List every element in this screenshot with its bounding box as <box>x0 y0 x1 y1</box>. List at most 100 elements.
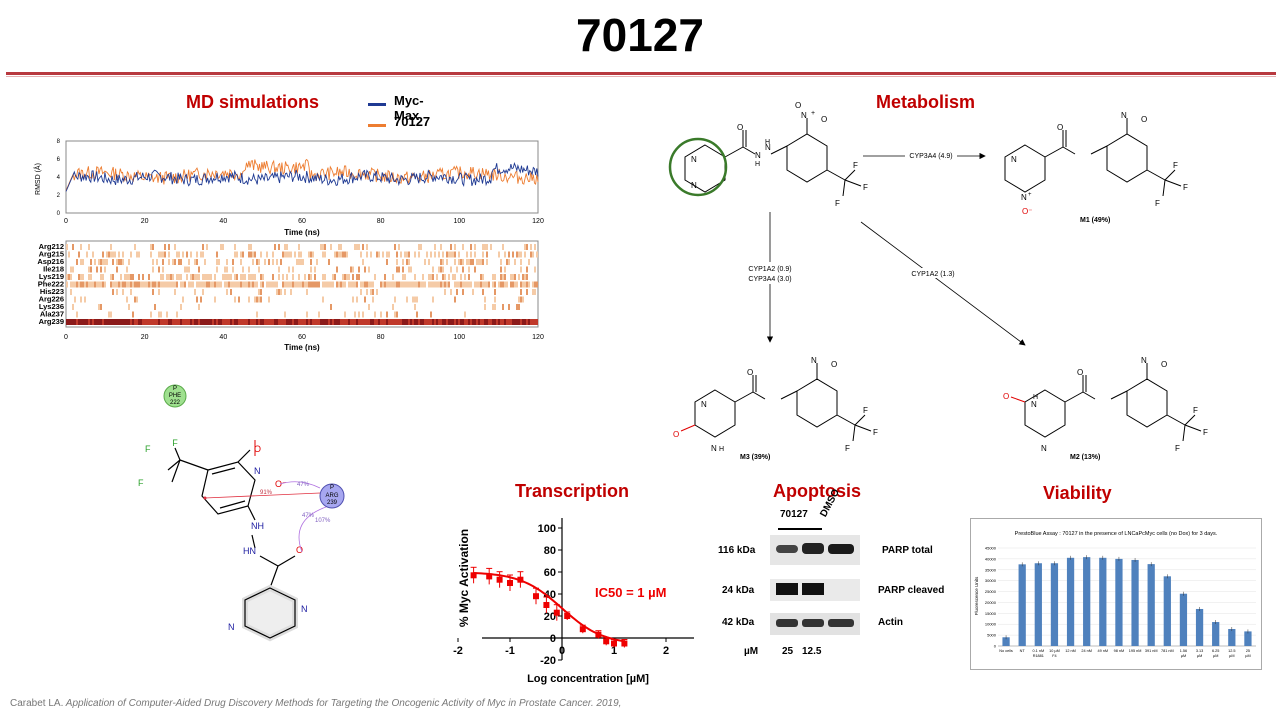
parent-molecule: N N O N N H H N + O O F F F <box>684 101 868 208</box>
contact-cell <box>220 244 222 250</box>
transcription-x-ticks: -2 -1 0 1 2 <box>453 638 669 657</box>
contact-cell <box>254 281 256 288</box>
contact-cell <box>294 281 296 288</box>
contact-cell <box>268 281 270 288</box>
contact-cell <box>226 319 228 325</box>
rmsd-ytick: 2 <box>57 193 61 199</box>
contact-cell <box>536 319 538 325</box>
contact-cell <box>474 266 476 273</box>
contact-cell <box>336 281 338 288</box>
contact-cell <box>122 251 124 258</box>
contact-cell <box>184 266 186 273</box>
contact-cell <box>100 274 102 280</box>
contact-cell <box>526 319 528 325</box>
contact-cell <box>402 266 404 273</box>
contact-cell <box>298 244 300 250</box>
contact-cell <box>352 274 354 280</box>
contact-cell <box>366 319 368 325</box>
contact-cell <box>360 319 362 325</box>
contact-cell <box>208 319 210 325</box>
contact-cell <box>226 259 228 265</box>
contact-cell <box>96 266 98 273</box>
contact-cell <box>104 281 106 288</box>
contact-cell <box>428 274 430 280</box>
contact-cell <box>238 319 240 325</box>
contact-cell <box>398 266 400 273</box>
contact-cell <box>196 274 198 280</box>
contact-cell <box>356 244 358 250</box>
contact-cell <box>118 319 120 325</box>
contact-cell <box>366 244 368 250</box>
contact-cell <box>82 274 84 280</box>
contact-cell <box>260 251 262 258</box>
contact-cell <box>292 266 294 273</box>
contact-cell <box>462 259 464 265</box>
contact-cell <box>382 319 384 325</box>
dose-unit: µM <box>744 646 759 657</box>
rmsd-xtick: 120 <box>532 218 544 225</box>
contact-cell <box>252 259 254 265</box>
svg-text:NH: NH <box>251 521 264 531</box>
contact-cell <box>508 304 510 310</box>
contact-cell <box>520 289 522 295</box>
contact-cell <box>198 266 200 273</box>
protein-actin: Actin <box>878 617 903 628</box>
contact-cell <box>402 274 404 280</box>
contact-xlabel: Time (ns) <box>284 343 320 352</box>
contact-cell <box>214 319 216 325</box>
contact-cell <box>468 281 470 288</box>
contact-cell <box>132 311 134 318</box>
contact-cell <box>338 281 340 288</box>
contact-cell <box>464 311 466 318</box>
contact-cell <box>314 319 316 325</box>
contact-cell <box>68 319 70 325</box>
contact-cell <box>258 289 260 295</box>
contact-cell <box>338 244 340 250</box>
contact-cell <box>96 281 98 288</box>
contact-cell <box>154 304 156 310</box>
contact-cell <box>202 281 204 288</box>
contact-cell <box>276 281 278 288</box>
contact-cell <box>324 251 326 258</box>
contact-cell <box>534 266 536 273</box>
contact-cell <box>202 244 204 250</box>
viability-xlabel: µM <box>1229 654 1234 658</box>
contact-cell <box>78 274 80 280</box>
contact-cell <box>350 281 352 288</box>
contact-cell <box>116 281 118 288</box>
contact-cell <box>288 266 290 273</box>
contact-cell <box>74 281 76 288</box>
metabolism-heading: Metabolism <box>876 92 976 112</box>
contact-cell <box>304 281 306 288</box>
contact-cell <box>452 251 454 258</box>
contact-cell <box>368 281 370 288</box>
contact-cell <box>244 319 246 325</box>
contact-cell <box>258 296 260 303</box>
contact-cell <box>494 274 496 280</box>
contact-cell <box>446 281 448 288</box>
contact-cell <box>162 319 164 325</box>
contact-cell <box>438 319 440 325</box>
residue-label: Lys236 <box>39 302 64 311</box>
contact-cell <box>120 319 122 325</box>
contact-cell <box>324 319 326 325</box>
contact-cell <box>520 266 522 273</box>
contact-cell <box>408 259 410 265</box>
contact-cell <box>210 281 212 288</box>
contact-cell <box>120 259 122 265</box>
contact-cell <box>404 274 406 280</box>
contact-cell <box>130 289 132 295</box>
contact-cell <box>484 281 486 288</box>
contact-cell <box>324 244 326 250</box>
contact-cell <box>222 244 224 250</box>
viability-bar <box>1228 629 1236 646</box>
contact-cell <box>172 259 174 265</box>
contact-cell <box>262 274 264 280</box>
contact-cell <box>386 259 388 265</box>
contact-cell <box>510 281 512 288</box>
svg-text:H: H <box>765 139 770 146</box>
contact-cell <box>322 244 324 250</box>
contact-cell <box>212 319 214 325</box>
viability-ytick: 15000 <box>985 611 997 616</box>
viability-xlabel: F4 <box>1052 654 1056 658</box>
